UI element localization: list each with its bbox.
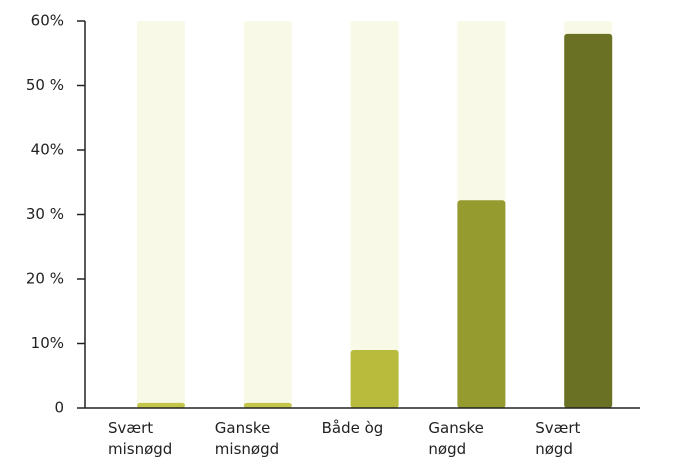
- x-tick-label: Svært nøgd: [535, 419, 581, 458]
- y-tick-label: 50 %: [26, 76, 64, 94]
- x-tick-label: Ganske misnøgd: [214, 419, 280, 458]
- y-tick-label: 20 %: [26, 270, 64, 288]
- y-tick-label: 0: [54, 399, 64, 417]
- x-tick-label: Både òg: [321, 419, 384, 437]
- x-tick-label: Svært misnøgd: [108, 419, 173, 458]
- bar-background: [243, 21, 292, 408]
- bar: [137, 402, 185, 408]
- bar: [564, 33, 613, 409]
- y-tick-label: 60%: [31, 12, 64, 30]
- y-tick-label: 30 %: [26, 205, 64, 223]
- bar: [457, 200, 506, 408]
- bar: [350, 349, 399, 408]
- bar-background: [350, 21, 399, 408]
- x-tick-label: Ganske nøgd: [428, 419, 484, 458]
- y-tick-label: 10%: [31, 334, 64, 352]
- bar: [243, 402, 292, 408]
- y-tick-label: 40%: [31, 141, 64, 159]
- bar-background: [137, 21, 185, 408]
